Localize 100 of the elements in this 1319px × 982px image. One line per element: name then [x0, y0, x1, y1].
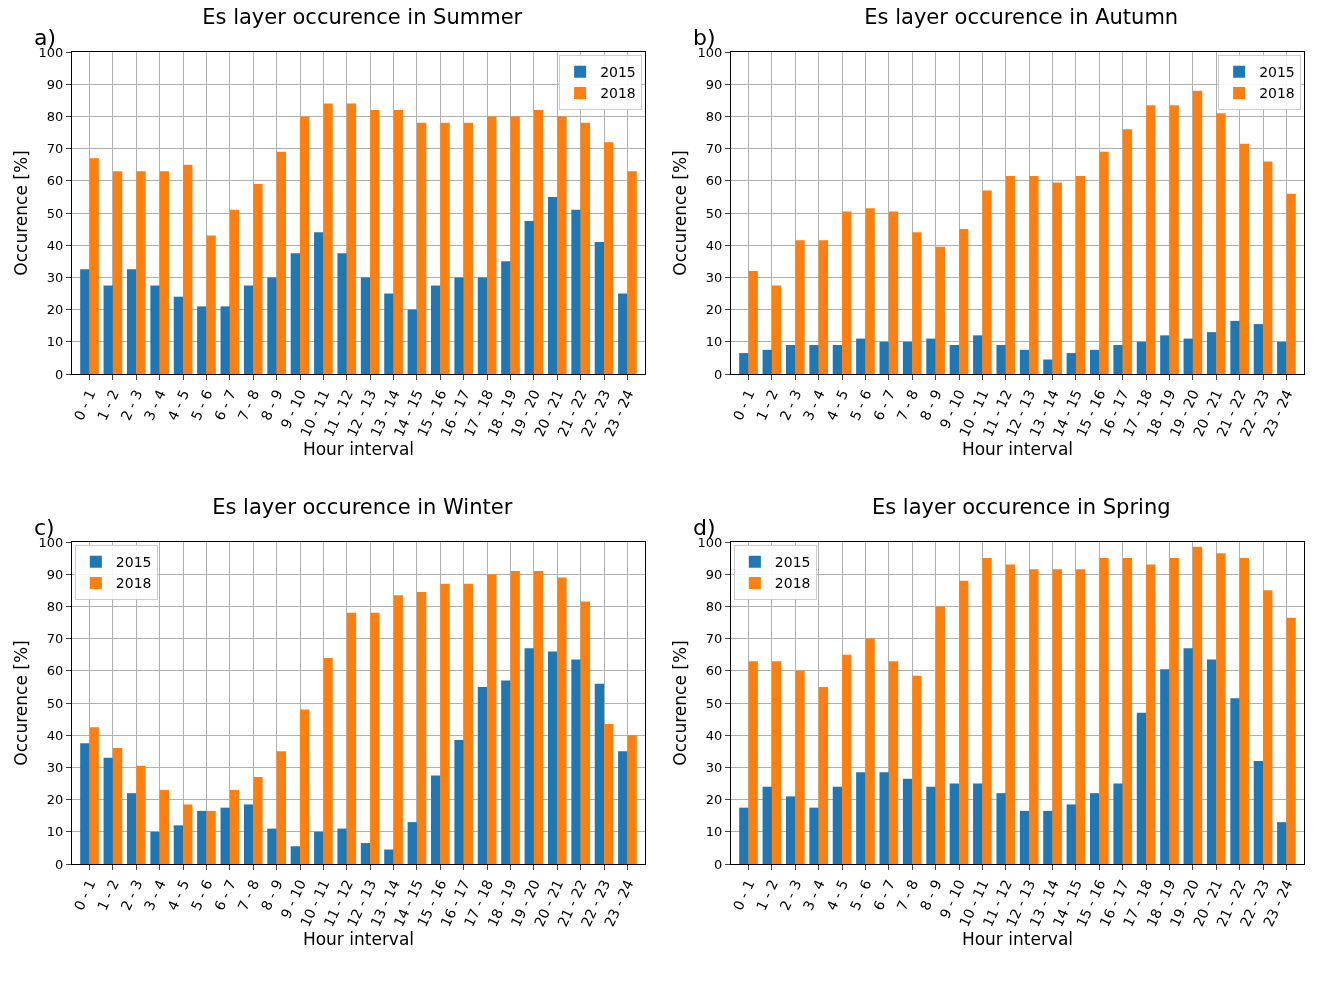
y-axis-title: Occurence [%]	[670, 640, 691, 766]
x-axis-title: Hour interval	[961, 438, 1074, 459]
bar	[173, 825, 184, 864]
y-tick-label: 40	[46, 727, 64, 743]
bar	[323, 657, 333, 864]
y-tick-label: 20	[46, 302, 64, 318]
bar	[416, 122, 427, 374]
bar	[856, 772, 866, 864]
bar	[547, 196, 558, 374]
bar	[136, 171, 146, 374]
bar	[1113, 783, 1123, 864]
bar	[206, 810, 216, 864]
bar	[1005, 175, 1016, 374]
y-tick-label: 70	[46, 631, 64, 647]
chart-title: Es layer occurence in Summer	[202, 5, 523, 30]
bar	[487, 116, 497, 374]
y-tick-label: 40	[705, 237, 723, 253]
bar	[832, 345, 843, 374]
y-axis-title: Occurence [%]	[670, 150, 691, 276]
bar	[795, 240, 805, 374]
bar	[1136, 712, 1147, 864]
bar	[89, 158, 99, 374]
bar	[1019, 349, 1030, 374]
bar	[126, 793, 137, 864]
y-tick-label: 0	[714, 856, 723, 872]
legend-label: 2015	[115, 554, 152, 571]
bar	[771, 285, 782, 374]
bar	[243, 285, 254, 374]
bar	[762, 349, 772, 374]
bar	[1075, 569, 1086, 864]
bar	[487, 574, 497, 864]
bar	[580, 122, 591, 374]
bar	[290, 846, 301, 864]
y-tick-label: 40	[705, 727, 723, 743]
bar	[533, 109, 544, 374]
bar	[842, 211, 852, 374]
y-tick-label: 30	[705, 759, 723, 775]
bar	[926, 338, 936, 374]
bar	[440, 122, 450, 374]
bar	[580, 601, 591, 864]
bar	[1160, 669, 1170, 864]
bar	[996, 793, 1006, 864]
bar	[879, 341, 889, 374]
y-tick-label: 0	[55, 366, 64, 382]
bar	[346, 612, 357, 864]
bar	[1169, 558, 1179, 864]
bar	[1052, 182, 1062, 374]
bar	[594, 241, 605, 374]
bar	[888, 661, 899, 864]
bar	[1043, 810, 1053, 864]
bar	[557, 116, 567, 374]
x-tick-label: 1 - 2	[753, 877, 781, 913]
bar	[136, 765, 146, 864]
bar	[533, 570, 544, 864]
x-tick-label: 1 - 2	[753, 387, 781, 423]
bar	[935, 606, 945, 864]
x-tick-label: 1 - 2	[94, 387, 122, 423]
bar	[748, 270, 758, 374]
bar	[314, 831, 324, 864]
bar	[547, 651, 558, 864]
bar	[1113, 345, 1123, 374]
bar	[879, 772, 889, 864]
bar	[1099, 558, 1109, 864]
bar	[1277, 822, 1287, 864]
bar	[463, 122, 474, 374]
bar	[865, 208, 875, 374]
bar	[1206, 659, 1217, 864]
bar	[1090, 793, 1100, 864]
y-tick-label: 80	[46, 108, 64, 124]
bar	[1263, 590, 1273, 864]
y-tick-label: 90	[705, 566, 723, 582]
chart-title: Es layer occurence in Spring	[871, 495, 1171, 520]
y-tick-label: 20	[705, 302, 723, 318]
bar	[865, 638, 875, 864]
y-tick-label: 20	[46, 792, 64, 808]
bar	[477, 277, 488, 374]
bar	[454, 740, 464, 864]
bar	[1043, 359, 1053, 374]
bar	[407, 309, 417, 374]
bar	[1192, 546, 1203, 864]
x-axis-title: Hour interval	[302, 438, 415, 459]
bar	[1066, 353, 1076, 374]
bar	[89, 727, 99, 864]
bar	[571, 209, 581, 374]
bar	[112, 171, 123, 374]
bar	[959, 229, 969, 374]
y-tick-label: 60	[46, 663, 64, 679]
bar	[982, 190, 992, 374]
y-tick-label: 80	[705, 598, 723, 614]
bar	[1286, 193, 1296, 374]
legend-label: 2018	[774, 575, 811, 592]
y-tick-label: 70	[705, 141, 723, 157]
legend-label: 2015	[600, 64, 636, 81]
bar	[856, 338, 866, 374]
chart-title: Es layer occurence in Autumn	[864, 5, 1179, 30]
bar	[762, 786, 772, 864]
bar	[1239, 143, 1250, 374]
bar	[510, 570, 520, 864]
bar	[557, 577, 567, 864]
bar	[832, 786, 843, 864]
